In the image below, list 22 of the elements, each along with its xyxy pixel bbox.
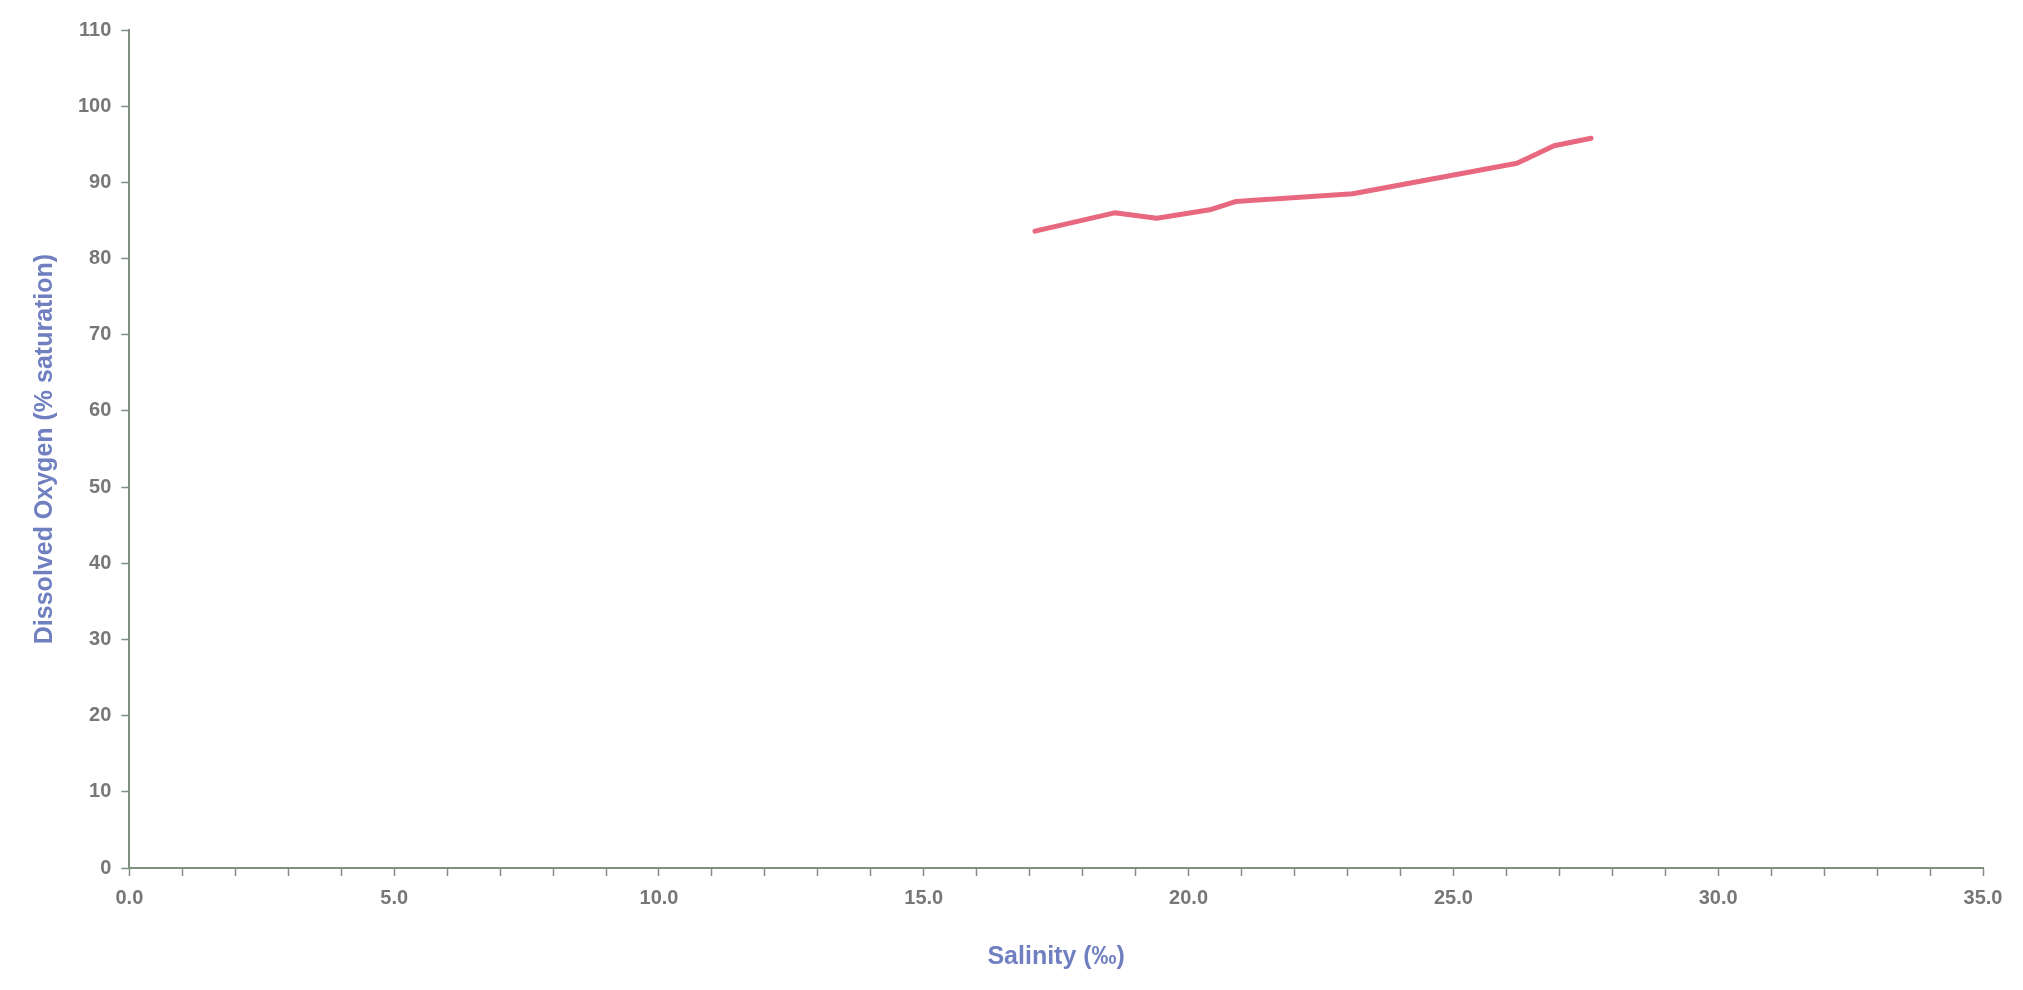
y-tick-label: 80 <box>89 246 112 269</box>
x-tick-label: 35.0 <box>1963 885 2003 908</box>
x-tick-label: 20.0 <box>1169 885 1209 908</box>
y-tick-label: 110 <box>79 17 112 40</box>
x-tick-label: 30.0 <box>1698 885 1738 908</box>
y-tick-label: 20 <box>89 703 112 726</box>
y-tick-label: 50 <box>89 474 112 497</box>
x-tick-label: 15.0 <box>904 885 944 908</box>
x-axis-title: Salinity (‰) <box>987 940 1125 969</box>
y-tick-label: 70 <box>89 322 112 345</box>
y-tick-label: 0 <box>100 855 112 878</box>
x-tick-label: 0.0 <box>115 885 144 908</box>
x-tick-label: 5.0 <box>380 885 409 908</box>
y-tick-label: 90 <box>89 169 112 192</box>
x-tick-label: 10.0 <box>639 885 679 908</box>
y-tick-label: 10 <box>89 779 112 802</box>
y-tick-label: 60 <box>89 398 112 421</box>
y-tick-label: 30 <box>89 626 112 649</box>
x-tick-label: 25.0 <box>1433 885 1473 908</box>
y-axis-title: Dissolved Oxygen (% saturation) <box>28 253 57 645</box>
y-tick-label: 100 <box>77 93 112 116</box>
y-tick-label: 40 <box>89 550 112 573</box>
